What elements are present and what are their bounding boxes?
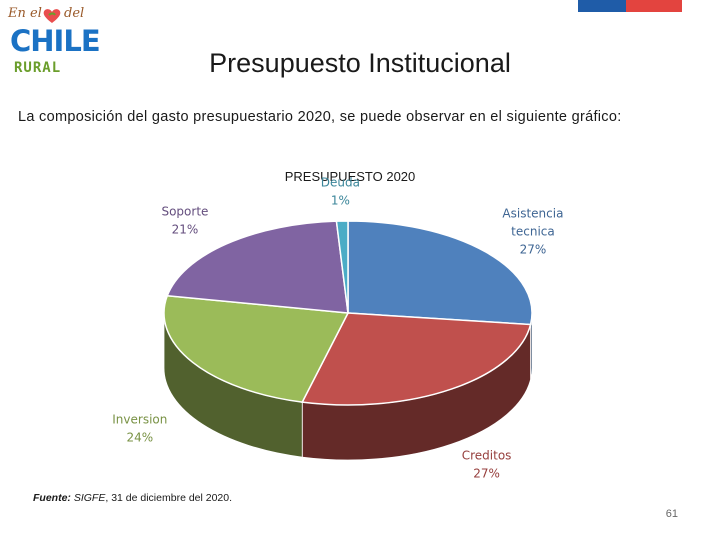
- intro-paragraph: La composición del gasto presupuestario …: [18, 109, 622, 125]
- pie-label-name: Asistencia: [502, 206, 563, 220]
- pie-label-soporte: Soporte 21%: [161, 205, 208, 237]
- source-date: , 31 de diciembre del 2020.: [105, 492, 233, 504]
- pie-label-creditos: Creditos 27%: [462, 448, 512, 480]
- pie-label-name: Inversion: [112, 413, 167, 427]
- pie-slice-soporte: [166, 220, 349, 314]
- heart-leaf-icon: [43, 9, 61, 23]
- logo-text-rural: RURAL: [14, 60, 62, 76]
- pie-label-percent: 1%: [331, 194, 350, 208]
- flag-red-band: [626, 0, 682, 12]
- pie-label-percent: 21%: [172, 223, 199, 237]
- source-system: SIGFE: [73, 492, 106, 504]
- chile-flag-stripe: [578, 0, 682, 12]
- pie-slice-creditos: [301, 312, 532, 406]
- pie-label-name: Deuda: [321, 176, 360, 190]
- pie-label-name: tecnica: [511, 224, 555, 238]
- pie-label-percent: 27%: [520, 242, 547, 256]
- page-title: Presupuesto Institucional: [209, 48, 511, 78]
- pie-slice-asistencia-tecnica: [347, 220, 533, 326]
- pie-label-asistencia-tecnica: Asistencia tecnica 27%: [502, 206, 563, 256]
- chile-rural-logo: En el del CHILE RURAL: [6, 4, 101, 84]
- flag-blue-band: [578, 0, 626, 12]
- logo-text-en-el: En el: [8, 6, 42, 21]
- pie-top-faces: [163, 220, 533, 406]
- pie-label-name: Soporte: [161, 205, 208, 219]
- logo-text-chile: CHILE: [10, 24, 101, 58]
- chart-title: PRESUPUESTO 2020: [285, 169, 416, 184]
- pie-slice-deuda: [335, 220, 349, 314]
- pie-label-deuda: Deuda 1%: [321, 176, 360, 208]
- source-label: Fuente:: [33, 492, 71, 504]
- pie-label-percent: 27%: [473, 466, 500, 480]
- pie-label-name: Creditos: [462, 448, 512, 462]
- logo-text-del: del: [64, 6, 85, 21]
- source-note: Fuente: SIGFE, 31 de diciembre del 2020.: [33, 492, 232, 504]
- pie-label-inversion: Inversion 24%: [112, 413, 167, 445]
- pie-slice-inversion: [163, 294, 350, 403]
- page-number: 61: [665, 508, 678, 520]
- pie-labels: Asistencia tecnica 27% Creditos 27% Inversion…: [112, 176, 563, 481]
- pie-label-percent: 24%: [126, 431, 153, 445]
